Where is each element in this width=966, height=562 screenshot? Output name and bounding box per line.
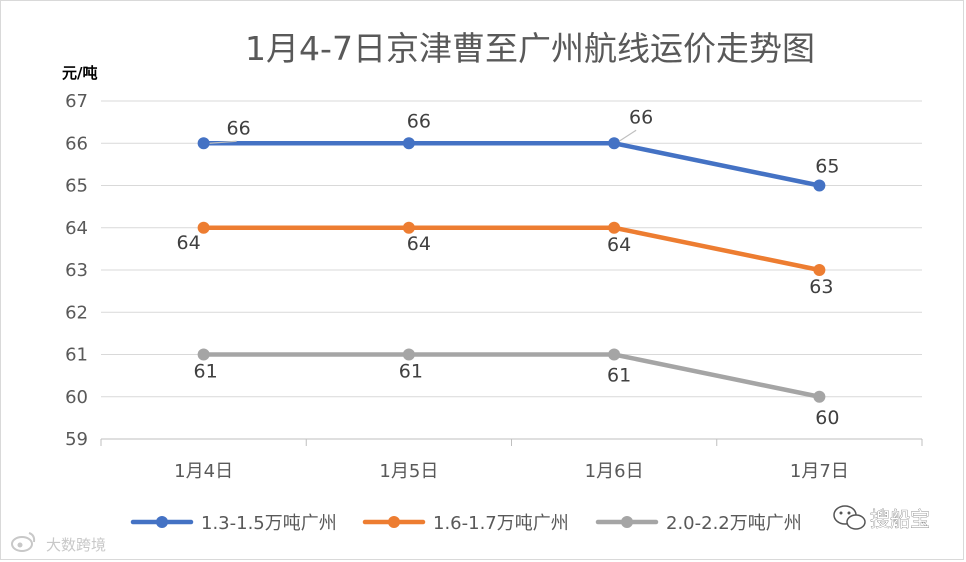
data-label: 64 <box>177 232 201 254</box>
data-point <box>402 221 415 234</box>
y-tick-label: 62 <box>65 302 88 323</box>
gridlines <box>101 100 922 440</box>
x-axis: 1月4日 1月5日 1月6日 1月7日 <box>100 439 923 482</box>
y-tick-label: 60 <box>65 387 88 408</box>
data-label: 66 <box>227 117 251 139</box>
data-point <box>197 348 210 361</box>
label-leader-line <box>209 140 237 144</box>
data-label: 64 <box>607 234 631 256</box>
data-point <box>197 221 210 234</box>
data-point <box>813 264 826 276</box>
series-group: 66 66 66 65 64 64 64 63 61 61 61 60 <box>177 106 840 429</box>
x-tick-label: 1月6日 <box>585 461 644 482</box>
y-tick-label: 67 <box>65 91 88 112</box>
x-tick-label: 1月4日 <box>174 461 233 482</box>
data-point <box>813 390 826 403</box>
watermark-left-text: 大数跨境 <box>46 536 106 554</box>
watermark-right: 搜船宝 <box>833 505 930 531</box>
data-point <box>813 179 826 192</box>
y-tick-label: 64 <box>65 218 88 239</box>
series-line <box>201 141 822 188</box>
data-point <box>608 221 621 234</box>
data-label: 65 <box>815 156 839 178</box>
y-axis-ticks: 67 66 65 64 63 62 61 60 59 <box>65 91 88 450</box>
data-label: 61 <box>194 361 218 383</box>
data-label: 63 <box>809 276 833 298</box>
y-tick-label: 61 <box>65 345 88 366</box>
legend-label: 1.3-1.5万吨广州 <box>201 513 337 534</box>
y-tick-label: 63 <box>65 260 88 281</box>
y-tick-label: 66 <box>65 133 88 154</box>
data-point <box>197 137 210 150</box>
data-label: 61 <box>607 365 631 387</box>
data-label: 66 <box>629 106 653 128</box>
legend-marker <box>388 516 400 528</box>
data-point <box>608 348 621 361</box>
data-label: 60 <box>815 407 839 429</box>
wechat-logo-icon <box>833 505 866 530</box>
data-label: 64 <box>407 233 431 255</box>
legend-marker <box>621 516 633 528</box>
legend: 1.3-1.5万吨广州 1.6-1.7万吨广州 2.0-2.2万吨广州 <box>130 513 802 534</box>
x-tick-label: 1月5日 <box>379 461 438 482</box>
data-point <box>608 137 621 150</box>
data-point <box>402 348 415 361</box>
data-label: 66 <box>407 110 431 132</box>
legend-label: 2.0-2.2万吨广州 <box>666 513 802 534</box>
x-tick-label: 1月7日 <box>790 461 849 482</box>
watermark-left: 大数跨境 <box>11 532 106 554</box>
y-tick-label: 59 <box>65 429 88 450</box>
y-axis-unit-label: 元/吨 <box>62 64 97 82</box>
label-leader-line <box>618 129 637 142</box>
series-line <box>201 225 822 273</box>
y-tick-label: 65 <box>65 176 88 197</box>
legend-marker <box>156 516 168 528</box>
chart-title: 1月4-7日京津曹至广州航线运价走势图 <box>245 29 815 68</box>
weibo-logo-icon <box>11 532 36 552</box>
legend-label: 1.6-1.7万吨广州 <box>433 513 569 534</box>
series-line <box>201 352 822 399</box>
data-point <box>402 137 415 150</box>
watermark-right-text: 搜船宝 <box>870 507 930 531</box>
data-label: 61 <box>399 361 423 383</box>
